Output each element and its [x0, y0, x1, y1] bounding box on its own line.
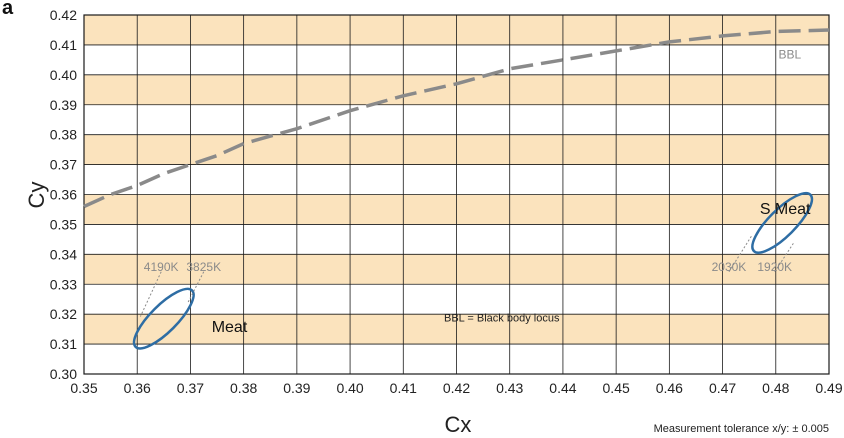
- y-tick-label: 0.34: [50, 246, 77, 262]
- y-tick-label: 0.39: [50, 97, 77, 113]
- x-tick-label: 0.37: [177, 380, 204, 396]
- y-tick-label: 0.37: [50, 157, 77, 173]
- plot-frame: [83, 14, 830, 375]
- cct-label: 3825K: [186, 260, 221, 274]
- bbl-annotation: BBL = Black body locus: [444, 313, 560, 325]
- cct-label: 2030K: [712, 260, 747, 274]
- x-tick-label: 0.41: [390, 380, 417, 396]
- y-tick-label: 0.38: [50, 127, 77, 143]
- cct-leader: [774, 241, 795, 273]
- panel-label: a: [2, 0, 14, 19]
- x-tick-label: 0.40: [336, 380, 363, 396]
- x-tick-label: 0.42: [443, 380, 470, 396]
- y-tick-label: 0.30: [50, 366, 77, 382]
- cct-label: 1920K: [757, 260, 792, 274]
- cct-leader: [728, 235, 753, 273]
- ellipse: [132, 287, 195, 350]
- x-tick-label: 0.36: [124, 380, 151, 396]
- x-tick-label: 0.38: [230, 380, 257, 396]
- cct-leader: [187, 271, 205, 304]
- y-tick-label: 0.35: [50, 216, 77, 232]
- y-tick-label: 0.32: [50, 306, 77, 322]
- y-tick-label: 0.42: [50, 7, 77, 23]
- y-axis-title: Cy: [24, 182, 49, 209]
- x-tick-label: 0.44: [549, 380, 576, 396]
- cct-label: 4190K: [144, 260, 179, 274]
- y-tick-label: 0.33: [50, 276, 77, 292]
- cct-leader: [139, 271, 162, 317]
- axis-ticks: 0.35 0.36 0.37 0.38 0.39 0.40 0.41 0.42 0.43 0.44…: [50, 7, 843, 396]
- ellipse-label: S Meat: [760, 201, 811, 218]
- x-tick-label: 0.43: [496, 380, 523, 396]
- ellipse-group-0: 4190K 3825K Meat: [132, 260, 248, 350]
- x-tick-label: 0.47: [709, 380, 736, 396]
- grid-lines: [83, 14, 830, 375]
- x-tick-label: 0.35: [70, 380, 97, 396]
- y-tick-label: 0.36: [50, 187, 77, 203]
- ellipse: [751, 191, 814, 254]
- footnote: Measurement tolerance x/y: ± 0.005: [654, 423, 829, 435]
- y-tick-label: 0.40: [50, 67, 77, 83]
- x-tick-label: 0.45: [603, 380, 630, 396]
- x-tick-label: 0.46: [656, 380, 683, 396]
- x-tick-label: 0.48: [762, 380, 789, 396]
- ellipse-label: Meat: [212, 319, 248, 336]
- bbl-curve: [83, 28, 830, 209]
- plot-series: BBL 4190K 3825K Meat 2030K 1920K S Meat BBL = B…: [83, 28, 830, 350]
- y-tick-label: 0.31: [50, 336, 77, 352]
- y-tick-label: 0.41: [50, 37, 77, 53]
- x-tick-label: 0.39: [283, 380, 310, 396]
- bbl-label: BBL: [778, 47, 801, 61]
- x-axis-title: Cx: [445, 412, 472, 437]
- ellipse-group-1: 2030K 1920K S Meat: [712, 191, 814, 274]
- x-tick-label: 0.49: [815, 380, 842, 396]
